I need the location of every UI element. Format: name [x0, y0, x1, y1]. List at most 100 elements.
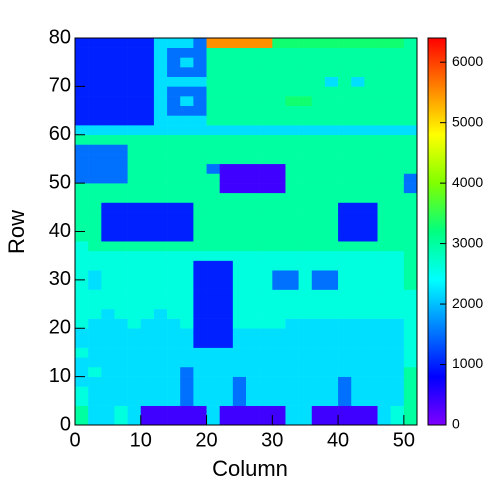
y-tick-label: 70	[49, 75, 71, 97]
cell	[403, 183, 418, 194]
cell	[390, 308, 405, 319]
cell	[285, 395, 299, 406]
cell	[153, 47, 168, 58]
cell	[351, 163, 365, 174]
cell	[206, 202, 220, 213]
cell	[324, 76, 339, 87]
cell	[140, 154, 155, 165]
cell	[390, 395, 405, 406]
cell	[206, 221, 220, 232]
cell	[75, 386, 89, 397]
cell	[311, 221, 326, 232]
cell	[338, 260, 352, 271]
cell	[364, 57, 378, 68]
cell	[364, 76, 378, 87]
cell	[338, 250, 352, 261]
cell	[101, 125, 115, 136]
cell	[298, 212, 313, 223]
cell	[311, 96, 326, 107]
cell	[285, 415, 299, 426]
cell	[285, 260, 299, 271]
cell	[403, 328, 418, 339]
cell	[364, 221, 378, 232]
cell	[101, 241, 115, 252]
cell	[114, 47, 128, 58]
cell	[272, 212, 286, 223]
cell	[127, 347, 142, 358]
cell	[259, 318, 273, 329]
cell	[180, 415, 194, 426]
cell	[377, 386, 391, 397]
cell	[127, 415, 142, 426]
cell	[246, 38, 260, 48]
cell	[338, 405, 352, 416]
cell	[403, 318, 418, 329]
cell	[403, 38, 418, 48]
cell	[351, 366, 365, 377]
cell	[298, 67, 313, 77]
cell	[232, 308, 247, 319]
cell	[351, 57, 365, 68]
cell	[377, 221, 391, 232]
cell	[259, 173, 273, 184]
cell	[246, 386, 260, 397]
cell	[127, 47, 142, 58]
cell	[88, 125, 102, 136]
cell	[377, 86, 391, 97]
cell	[167, 183, 181, 194]
cell	[88, 76, 102, 87]
cell	[338, 270, 352, 281]
cell	[351, 337, 365, 348]
cell	[127, 105, 142, 116]
cell	[219, 212, 234, 223]
cell	[285, 221, 299, 232]
x-tick-label: 50	[393, 429, 415, 451]
cell	[246, 125, 260, 136]
cell	[101, 192, 115, 203]
cell	[377, 395, 391, 406]
colorbar-tick-label: 6000	[452, 53, 483, 69]
cell	[88, 386, 102, 397]
cell	[324, 328, 339, 339]
cell	[364, 270, 378, 281]
cell	[180, 183, 194, 194]
cell	[206, 395, 220, 406]
cell	[114, 144, 128, 155]
cell	[311, 289, 326, 300]
cell	[75, 47, 89, 58]
cell	[403, 241, 418, 252]
cell	[153, 308, 168, 319]
cell	[167, 163, 181, 174]
cell	[272, 154, 286, 165]
cell	[153, 299, 168, 310]
cell	[285, 183, 299, 194]
cell	[272, 308, 286, 319]
cell	[285, 67, 299, 77]
cell	[127, 318, 142, 329]
cell	[153, 202, 168, 213]
cell	[193, 270, 207, 281]
cell	[193, 163, 207, 174]
cell	[272, 38, 286, 48]
cell	[180, 395, 194, 406]
cell	[338, 202, 352, 213]
cell	[338, 163, 352, 174]
cell	[351, 241, 365, 252]
cell	[167, 357, 181, 368]
cell	[114, 212, 128, 223]
cell	[75, 67, 89, 77]
cell	[88, 289, 102, 300]
cell	[403, 212, 418, 223]
cell	[364, 105, 378, 116]
cell	[206, 47, 220, 58]
cell	[311, 134, 326, 145]
cell	[114, 67, 128, 77]
cell	[167, 289, 181, 300]
cell	[338, 308, 352, 319]
cell	[364, 386, 378, 397]
cell	[114, 134, 128, 145]
cell	[114, 86, 128, 97]
cell	[153, 57, 168, 68]
cell	[259, 308, 273, 319]
cell	[351, 202, 365, 213]
